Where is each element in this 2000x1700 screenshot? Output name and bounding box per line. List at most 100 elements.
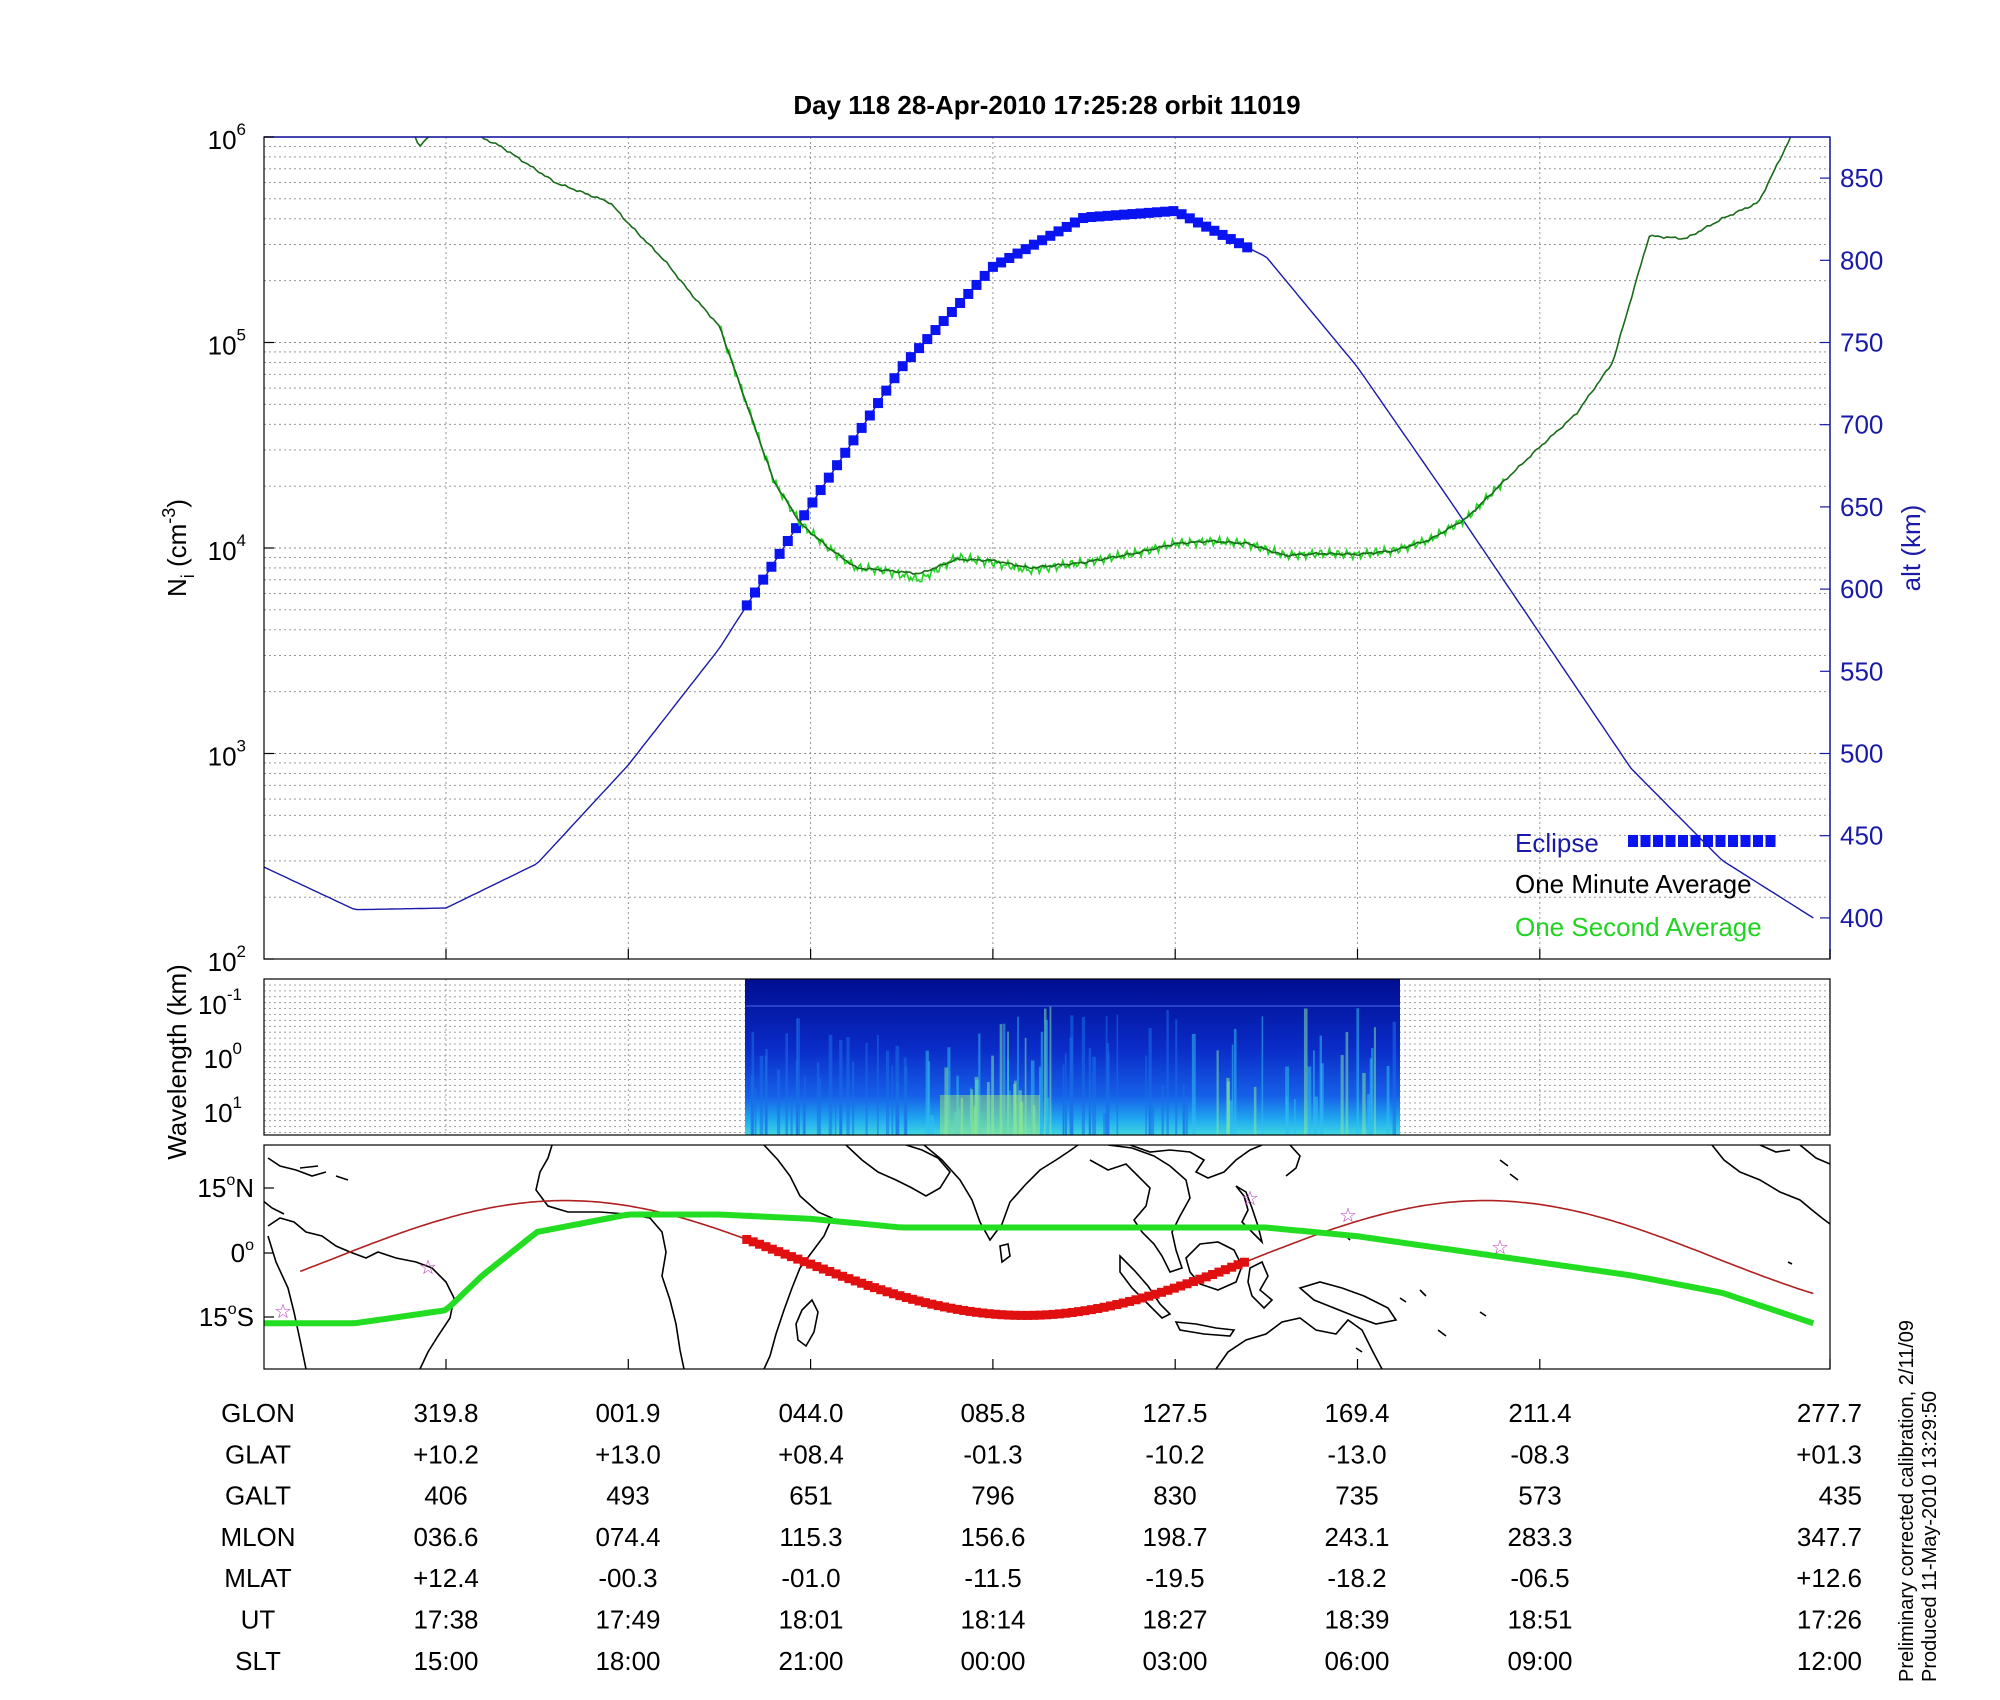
density-axis-label: Ni (cm-3)	[159, 499, 198, 597]
ephemeris-value: 277.7	[1797, 1398, 1862, 1428]
legend-eclipse-square	[1665, 835, 1676, 847]
spectrogram-streak	[1003, 1023, 1006, 1135]
spectrogram-streak	[930, 1114, 934, 1135]
spectrogram-streak	[1182, 1084, 1185, 1135]
track-eclipse-marker	[1195, 1274, 1205, 1284]
track-eclipse-marker	[895, 1291, 905, 1301]
eclipse-marker	[996, 257, 1007, 268]
track-eclipse-marker	[1239, 1257, 1249, 1267]
spectrogram-streak	[754, 1088, 757, 1135]
latitude-label: 15oN	[197, 1172, 254, 1203]
eclipse-marker	[864, 410, 875, 421]
altitude-tick-label: 400	[1840, 903, 1883, 933]
spectrogram-streak	[1049, 1006, 1052, 1135]
spectrogram-streak	[1148, 1104, 1151, 1135]
spectrogram-streak	[1175, 1019, 1178, 1135]
altitude-tick-label: 750	[1840, 328, 1883, 358]
ephemeris-value: 573	[1518, 1481, 1561, 1511]
spectrogram-streak	[1062, 1064, 1065, 1135]
track-eclipse-marker	[742, 1234, 752, 1244]
coastline-india	[923, 1145, 1079, 1242]
spectrogram-streak	[785, 1033, 789, 1135]
eclipse-marker	[1127, 209, 1138, 220]
track-eclipse-marker	[997, 1310, 1007, 1320]
spectrogram-streak	[903, 1057, 907, 1135]
track-eclipse-marker	[1061, 1308, 1071, 1318]
spectrogram-streak	[1038, 1066, 1042, 1135]
mid-plot-frame	[263, 978, 1831, 1136]
legend-eclipse-label: Eclipse	[1515, 828, 1599, 858]
spectrogram-streak	[1009, 1090, 1011, 1135]
track-eclipse-marker	[780, 1249, 790, 1259]
eclipse-marker	[832, 460, 843, 471]
ephemeris-value: -01.3	[963, 1439, 1022, 1469]
altitude-tick-label: 800	[1840, 245, 1883, 275]
track-eclipse-marker	[933, 1301, 943, 1311]
legend-eclipse-square	[1628, 835, 1638, 847]
eclipse-marker	[979, 270, 990, 281]
ephemeris-row-label: MLON	[220, 1522, 295, 1552]
eclipse-marker	[1012, 248, 1023, 259]
spectrogram-streak	[1314, 1096, 1318, 1135]
track-eclipse-marker	[767, 1244, 777, 1254]
spectrogram-streak	[1367, 1094, 1371, 1135]
lat-hemisphere: N	[235, 1173, 254, 1203]
ephemeris-value: 211.4	[1508, 1398, 1571, 1428]
spectrogram-streak	[1386, 1065, 1390, 1135]
track-eclipse-marker	[978, 1308, 988, 1318]
track-eclipse-marker	[1112, 1300, 1122, 1310]
station-star-icon: ☆	[1241, 1188, 1259, 1210]
coastline-japan	[1285, 1145, 1301, 1177]
spectrogram-streak	[1116, 1014, 1119, 1135]
spectrogram-streak	[978, 1033, 981, 1135]
spectrogram-streak	[865, 1042, 868, 1135]
ephemeris-value: 435	[1819, 1481, 1862, 1511]
eclipse-marker	[848, 435, 859, 446]
track-eclipse-marker	[793, 1254, 803, 1264]
spectrogram-streak	[1191, 1033, 1196, 1135]
legend-eclipse-swatch	[1628, 835, 1776, 847]
ephemeris-value: 830	[1153, 1481, 1196, 1511]
ephemeris-value: -13.0	[1327, 1439, 1386, 1469]
eclipse-marker	[1037, 235, 1048, 246]
spectrogram-streak	[947, 1047, 951, 1135]
track-eclipse-marker	[1099, 1302, 1109, 1312]
ephemeris-value: 18:14	[960, 1605, 1025, 1635]
track-eclipse-marker	[908, 1294, 918, 1304]
ephemeris-value: +12.6	[1796, 1563, 1862, 1593]
spectrogram-streak	[956, 1075, 959, 1135]
eclipse-marker	[1143, 207, 1154, 218]
track-eclipse-marker	[1208, 1270, 1218, 1280]
tick-base: 10	[208, 742, 237, 772]
wavelength-tick-label: 100	[204, 1039, 242, 1074]
ephemeris-value: 036.6	[413, 1522, 478, 1552]
eclipse-marker	[823, 472, 834, 483]
spectrogram-streak	[1226, 1081, 1230, 1135]
orbit-track-eclipse-markers	[742, 1234, 1249, 1320]
track-eclipse-marker	[959, 1305, 969, 1315]
legend-eclipse-square	[1690, 835, 1701, 847]
spectrogram-streak	[960, 1098, 964, 1135]
wavelength-tick-label: 101	[204, 1093, 242, 1128]
eclipse-marker	[971, 279, 982, 290]
ephemeris-value: 085.8	[960, 1398, 1025, 1428]
ephemeris-value: 493	[606, 1481, 649, 1511]
spectrogram-streak	[1092, 1056, 1097, 1135]
station-markers: ☆ ☆ ☆ ☆ ☆	[274, 1188, 1509, 1323]
tick-base: 10	[208, 331, 237, 361]
ephemeris-row-label: GLAT	[225, 1439, 291, 1469]
ephemeris-value: 18:00	[595, 1646, 660, 1676]
eclipse-marker	[1192, 217, 1203, 228]
ephemeris-value: 283.3	[1507, 1522, 1572, 1552]
spectrogram-streak	[776, 1069, 781, 1135]
tick-base: 10	[208, 536, 237, 566]
spectrogram-streak	[1032, 1105, 1036, 1135]
track-eclipse-marker	[1023, 1310, 1033, 1320]
altitude-tick-label: 500	[1840, 739, 1883, 769]
spectrogram-streak	[970, 1089, 973, 1135]
spectrogram-streak	[1362, 1072, 1366, 1135]
track-eclipse-marker	[1105, 1301, 1115, 1311]
track-eclipse-marker	[1042, 1310, 1052, 1320]
